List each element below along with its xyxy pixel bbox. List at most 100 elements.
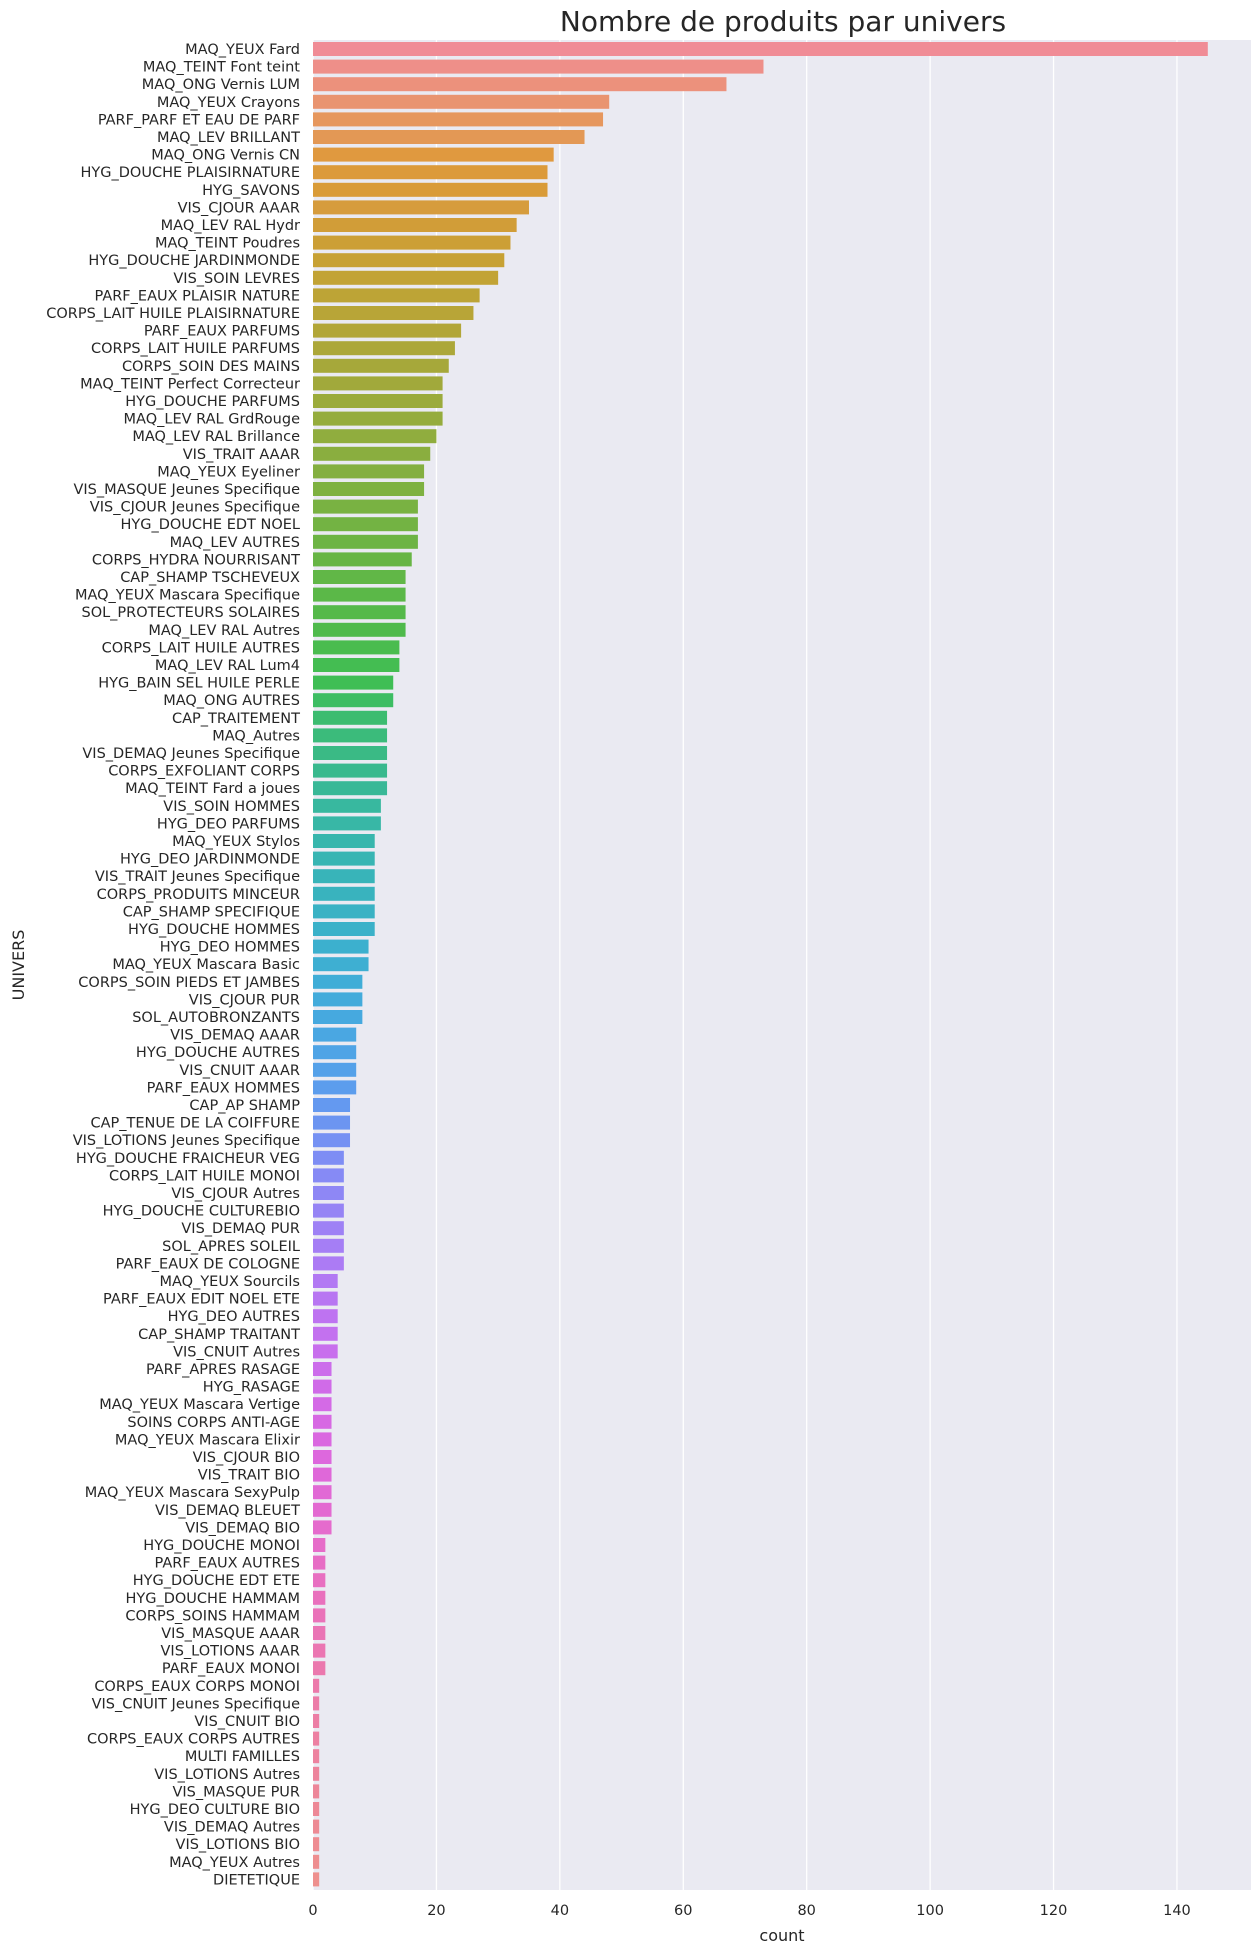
bar — [313, 798, 381, 813]
bar — [313, 957, 369, 972]
x-tick-label: 140 — [1163, 1903, 1191, 1919]
bar — [313, 728, 388, 743]
category-label: CAP_SHAMP TRAITANT — [138, 1327, 300, 1343]
category-label: VIS_CJOUR Autres — [171, 1186, 300, 1202]
bar — [313, 1256, 344, 1271]
bar — [313, 1590, 326, 1605]
bar — [313, 552, 412, 567]
bar — [313, 1872, 320, 1887]
bar — [313, 1186, 344, 1200]
bar — [313, 306, 474, 320]
bar — [313, 1098, 351, 1112]
bar — [313, 534, 418, 549]
category-label: CAP_AP SHAMP — [189, 1098, 300, 1114]
category-label: MAQ_LEV RAL Lum4 — [155, 658, 300, 674]
category-label: CAP_SHAMP SPECIFIQUE — [123, 904, 300, 920]
category-label: CORPS_SOIN PIEDS ET JAMBES — [78, 975, 300, 991]
x-tick-label: 120 — [1040, 1903, 1068, 1919]
bar — [313, 1819, 320, 1834]
x-tick-label: 80 — [797, 1903, 815, 1919]
bar — [313, 1344, 338, 1359]
category-label: CORPS_HYDRA NOURRISANT — [92, 552, 300, 568]
bar — [313, 376, 443, 391]
category-label: MAQ_LEV RAL Brillance — [132, 429, 300, 445]
category-label: MAQ_YEUX Mascara Specifique — [75, 588, 300, 604]
category-label: CORPS_SOINS HAMMAM — [125, 1608, 300, 1624]
bar — [313, 130, 585, 144]
category-label: CAP_SHAMP TSCHEVEUX — [120, 570, 300, 586]
category-label: PARF_APRES RASAGE — [146, 1362, 300, 1378]
category-label: MAQ_LEV RAL Autres — [148, 623, 300, 639]
bar — [313, 411, 443, 426]
bar — [313, 710, 388, 725]
category-label: VIS_CNUIT BIO — [194, 1714, 300, 1730]
category-label: HYG_SAVONS — [202, 183, 300, 199]
category-label: PARF_PARF ET EAU DE PARF — [98, 112, 300, 128]
category-label: HYG_DEO JARDINMONDE — [120, 852, 300, 868]
category-label: MAQ_TEINT Perfect Correcteur — [80, 376, 300, 392]
bar — [313, 1643, 326, 1658]
bar — [313, 1238, 344, 1253]
category-label: PARF_EAUX EDIT NOEL ETE — [103, 1292, 300, 1308]
x-tick-label: 0 — [308, 1903, 317, 1919]
bar — [313, 886, 375, 901]
category-label: HYG_DOUCHE EDT ETE — [133, 1573, 300, 1589]
bar — [313, 834, 375, 848]
bar — [313, 341, 455, 356]
bar — [313, 922, 375, 936]
category-label: VIS_SOIN LEVRES — [173, 271, 300, 287]
category-label: CAP_TRAITEMENT — [172, 711, 300, 727]
x-axis-label: count — [759, 1926, 804, 1945]
bar — [313, 1608, 326, 1623]
category-label: MAQ_YEUX Sourcils — [159, 1274, 300, 1290]
category-label: MAQ_LEV RAL Hydr — [161, 218, 300, 234]
category-label: VIS_DEMAQ BIO — [185, 1520, 300, 1536]
category-label: VIS_MASQUE Jeunes Specifique — [73, 482, 300, 498]
bar — [313, 482, 425, 496]
category-label: HYG_DEO PARFUMS — [157, 816, 300, 832]
bar — [313, 622, 406, 637]
bar — [313, 1221, 344, 1236]
category-label: MAQ_LEV AUTRES — [170, 535, 300, 551]
bar — [313, 59, 764, 74]
x-tick-label: 20 — [427, 1903, 445, 1919]
category-label: SOL_AUTOBRONZANTS — [132, 1010, 300, 1026]
category-label: CORPS_EAUX CORPS AUTRES — [87, 1732, 300, 1748]
category-label: CORPS_SOIN DES MAINS — [122, 359, 300, 375]
bar — [313, 1538, 326, 1552]
category-label: PARF_EAUX MONOI — [162, 1661, 300, 1677]
category-label: HYG_DOUCHE MONOI — [143, 1538, 300, 1554]
category-label: VIS_DEMAQ BLEUET — [155, 1503, 300, 1519]
bar — [313, 200, 529, 215]
bar — [313, 1432, 332, 1447]
x-tick-labels: 0 20 40 60 80 100 120 140 — [308, 1903, 1190, 1919]
bar — [313, 781, 388, 796]
category-label: MAQ_YEUX Mascara Elixir — [115, 1432, 300, 1448]
category-label: HYG_DEO CULTURE BIO — [130, 1802, 300, 1818]
category-label: VIS_CJOUR Jeunes Specifique — [90, 500, 300, 516]
bar — [313, 816, 381, 831]
category-label: HYG_DOUCHE HAMMAM — [125, 1591, 300, 1607]
category-label: MAQ_YEUX Crayons — [157, 95, 300, 111]
bar — [313, 77, 727, 92]
bar — [313, 605, 406, 620]
category-label: MAQ_YEUX Stylos — [172, 834, 300, 850]
y-axis-label: UNIVERS — [9, 930, 28, 1001]
category-label: PARF_EAUX PARFUMS — [144, 324, 300, 340]
bar — [313, 1766, 320, 1781]
category-label: CORPS_EAUX CORPS MONOI — [94, 1679, 300, 1695]
bar — [313, 904, 375, 919]
bar — [313, 746, 388, 760]
bar — [313, 1379, 332, 1394]
category-label: MAQ_Autres — [212, 728, 300, 744]
bar — [313, 1678, 320, 1693]
category-label: VIS_TRAIT Jeunes Specifique — [95, 869, 300, 885]
bar — [313, 1291, 338, 1306]
category-label: VIS_CJOUR PUR — [189, 992, 300, 1008]
bar — [313, 94, 610, 109]
category-label: VIS_CNUIT Jeunes Specifique — [92, 1696, 300, 1712]
category-label: MAQ_YEUX Eyeliner — [157, 464, 300, 480]
category-label: VIS_MASQUE PUR — [172, 1784, 300, 1800]
category-label: VIS_CNUIT Autres — [173, 1344, 300, 1360]
